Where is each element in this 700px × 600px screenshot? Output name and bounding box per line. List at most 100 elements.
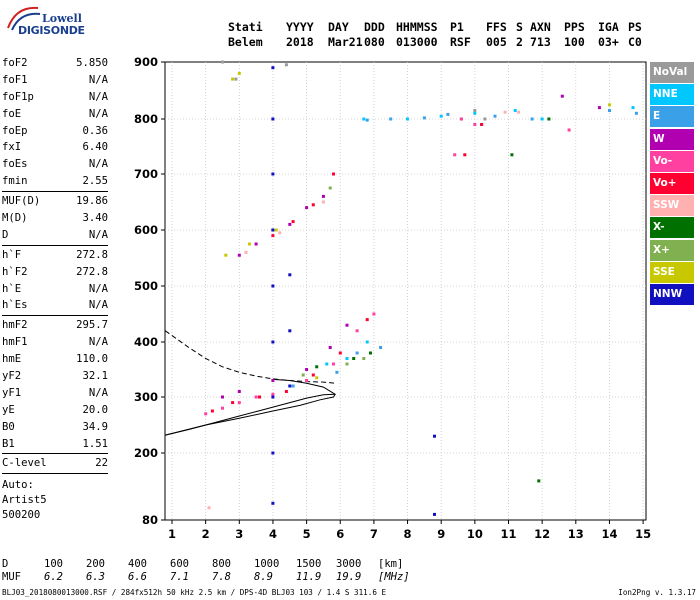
param-row: foF2 5.850 <box>2 55 108 72</box>
param-name: fxI <box>2 141 22 154</box>
data-point <box>271 340 275 344</box>
profile-dashed-curve <box>165 330 336 384</box>
param-name: C-level <box>2 457 47 470</box>
data-points <box>204 60 638 516</box>
param-name: yF2 <box>2 370 22 383</box>
data-point <box>362 357 366 360</box>
param-row: hmF2 295.7 <box>2 317 108 334</box>
param-row: hmE 110.0 <box>2 351 108 368</box>
param-value: 5.850 <box>76 57 108 69</box>
data-point <box>271 228 275 232</box>
data-point <box>439 114 443 118</box>
param-name: foEs <box>2 158 28 171</box>
param-separator <box>2 453 108 455</box>
header-cell: 080 <box>364 35 385 49</box>
param-row: yF1 N/A <box>2 385 108 402</box>
param-row: h`Es N/A <box>2 297 108 314</box>
x-tick-label: 4 <box>269 527 277 541</box>
y-axis-ticks: 80 200 300 400 500 600 700 800 900 <box>134 55 165 527</box>
header-cell: IGA <box>598 20 619 34</box>
x-tick-label: 12 <box>534 527 550 541</box>
y-tick-label: 300 <box>134 390 158 404</box>
param-value: 110.0 <box>76 353 108 366</box>
table-cell: 6.6 <box>128 571 147 583</box>
param-row: foEp 0.36 <box>2 123 108 140</box>
data-point <box>237 71 241 75</box>
lowell-digisonde-logo: Lowell DIGISONDE <box>4 2 85 46</box>
data-point <box>237 401 241 405</box>
data-point <box>365 118 369 122</box>
x-tick-label: 15 <box>635 527 651 541</box>
data-point <box>321 194 325 198</box>
param-separator <box>2 473 108 475</box>
data-point <box>291 384 295 388</box>
data-point <box>493 114 497 118</box>
param-row: D N/A <box>2 227 108 244</box>
plot-frame <box>164 61 647 521</box>
grid <box>165 62 646 520</box>
data-point <box>379 346 383 349</box>
data-point <box>325 362 329 366</box>
param-value: 34.9 <box>82 420 108 433</box>
data-point <box>311 373 315 377</box>
param-value: 0.36 <box>82 124 108 137</box>
table-cell: [MHz] <box>378 571 410 583</box>
x-tick-label: 11 <box>500 527 516 541</box>
param-value: 272.8 <box>76 248 108 261</box>
table-cell: 6.3 <box>86 571 105 583</box>
header-cell: Stati <box>228 20 263 34</box>
param-row: foF1 N/A <box>2 72 108 89</box>
data-point <box>355 351 359 355</box>
param-row: C-level 22 <box>2 455 108 472</box>
data-point <box>210 409 214 413</box>
data-point <box>473 123 477 126</box>
data-point <box>321 200 325 204</box>
digisonde-logo-icon <box>7 6 41 31</box>
data-point <box>540 117 544 121</box>
data-point <box>345 323 349 327</box>
profile-curves <box>165 330 336 436</box>
data-point <box>204 412 208 416</box>
data-point <box>288 273 292 277</box>
data-point <box>362 117 366 121</box>
data-point <box>433 512 436 516</box>
data-point <box>305 206 309 210</box>
x-tick-label: 5 <box>303 527 311 541</box>
legend-item: X- <box>650 217 694 239</box>
data-point <box>453 153 457 157</box>
data-point <box>634 111 638 115</box>
param-row: h`F 272.8 <box>2 247 108 264</box>
header-cell: C0 <box>628 35 642 49</box>
param-value: N/A <box>88 158 108 171</box>
param-name: h`Es <box>2 299 28 312</box>
data-point <box>237 390 241 393</box>
data-point <box>271 284 275 288</box>
table-row-label: MUF <box>2 571 21 583</box>
data-point <box>254 242 258 246</box>
table-cell: 7.1 <box>170 571 189 583</box>
param-name: B1 <box>2 437 15 450</box>
param-value: N/A <box>88 90 108 103</box>
data-point <box>332 362 335 366</box>
param-row: hmF1 N/A <box>2 334 108 351</box>
param-value: 32.1 <box>82 370 108 383</box>
x-tick-label: 8 <box>404 527 412 541</box>
param-name: yF1 <box>2 386 22 399</box>
param-separator <box>2 244 108 246</box>
header-cell: PPS <box>564 20 585 34</box>
data-point <box>480 123 484 126</box>
param-name: fmin <box>2 175 28 188</box>
data-point <box>284 63 288 67</box>
param-name: B0 <box>2 420 15 433</box>
data-point <box>446 112 450 116</box>
auto-code: 500200 <box>2 509 41 521</box>
param-value: N/A <box>88 299 108 312</box>
param-value: N/A <box>88 73 108 86</box>
table-row-label: D <box>2 558 9 570</box>
data-point <box>311 203 315 207</box>
data-point <box>315 365 319 369</box>
param-row: h`E N/A <box>2 281 108 298</box>
legend-item: Vo+ <box>650 172 694 194</box>
header-cell: 2 <box>516 35 523 49</box>
x-tick-label: 2 <box>202 527 210 541</box>
